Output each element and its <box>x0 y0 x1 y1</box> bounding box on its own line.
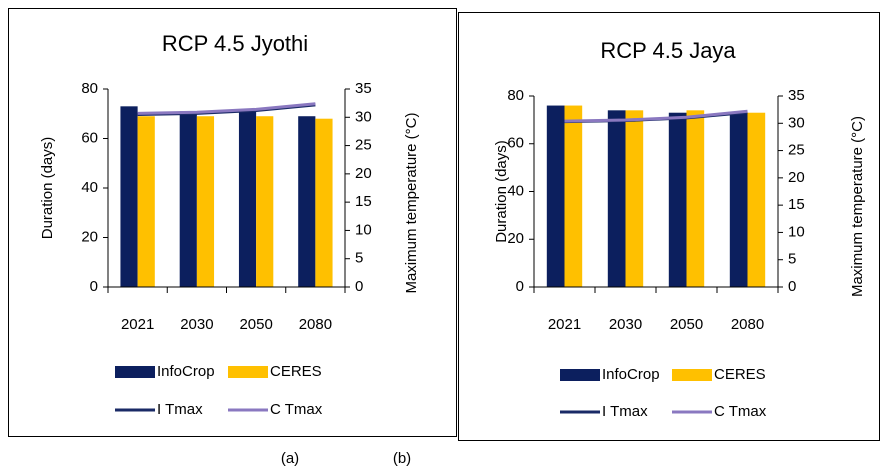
legend-label: CERES <box>714 366 766 383</box>
line-series <box>564 109 748 123</box>
legend-swatch <box>672 369 712 381</box>
y-tick-label: 60 <box>507 135 524 152</box>
y-tick-label: 20 <box>81 228 98 245</box>
x-tick-label: 2080 <box>731 316 764 333</box>
bar <box>196 116 215 287</box>
y-tick-label: 40 <box>507 182 524 199</box>
y2-tick-label: 0 <box>355 278 363 295</box>
y2-tick-label: 5 <box>355 250 363 267</box>
y2-tick-label: 0 <box>788 278 796 295</box>
y2-tick-label: 25 <box>788 142 805 159</box>
x-tick-label: 2050 <box>239 316 272 333</box>
x-tick-label: 2021 <box>121 316 154 333</box>
bar <box>668 112 687 288</box>
y-axis-label: Duration (days) <box>493 140 510 243</box>
legend-swatch <box>228 366 268 378</box>
y2-tick-label: 5 <box>788 251 796 268</box>
panel-frame <box>458 12 880 441</box>
y-tick-label: 0 <box>516 278 524 295</box>
y-tick-label: 20 <box>507 230 524 247</box>
y2-tick-label: 30 <box>788 114 805 131</box>
chart-title: RCP 4.5 Jyothi <box>162 31 308 56</box>
legend-swatch <box>560 369 600 381</box>
chart-title: RCP 4.5 Jaya <box>600 38 736 63</box>
legend-label: I Tmax <box>157 401 203 418</box>
y2-tick-label: 15 <box>788 196 805 213</box>
legend-label: InfoCrop <box>602 366 660 383</box>
y2-tick-label: 10 <box>355 221 372 238</box>
bar <box>315 118 333 287</box>
bar <box>686 110 705 287</box>
x-tick-label: 2030 <box>609 316 642 333</box>
y-tick-label: 80 <box>81 80 98 97</box>
y2-axis-label: Maximum temperature (°C) <box>849 116 866 297</box>
legend-label: InfoCrop <box>157 363 215 380</box>
bar <box>256 116 274 287</box>
y2-tick-label: 35 <box>788 87 805 104</box>
y-tick-label: 40 <box>81 179 98 196</box>
y2-tick-label: 10 <box>788 223 805 240</box>
x-tick-label: 2030 <box>180 316 213 333</box>
y2-tick-label: 20 <box>355 165 372 182</box>
bar <box>729 112 748 288</box>
y2-axis-label: Maximum temperature (°C) <box>403 112 420 293</box>
bar <box>238 111 257 288</box>
bar <box>607 110 626 287</box>
bar <box>179 111 197 288</box>
line-series <box>137 102 316 115</box>
y2-tick-label: 20 <box>788 169 805 186</box>
y-axis-label: Duration (days) <box>39 137 56 240</box>
bar <box>625 110 644 287</box>
legend-label: C Tmax <box>270 401 323 418</box>
y2-tick-label: 25 <box>355 137 372 154</box>
bar <box>137 116 155 287</box>
y-tick-label: 0 <box>90 278 98 295</box>
caption: (a) <box>281 450 299 467</box>
legend-label: C Tmax <box>714 403 767 420</box>
legend-swatch <box>115 366 155 378</box>
bar <box>546 105 565 287</box>
y2-tick-label: 35 <box>355 80 372 97</box>
legend-label: CERES <box>270 363 322 380</box>
x-tick-label: 2050 <box>670 316 703 333</box>
x-tick-label: 2021 <box>548 316 581 333</box>
y-tick-label: 60 <box>81 129 98 146</box>
caption: (b) <box>393 450 411 467</box>
y-tick-label: 80 <box>507 87 524 104</box>
bar <box>298 116 316 287</box>
bar <box>564 105 583 287</box>
y2-tick-label: 15 <box>355 193 372 210</box>
panel-frame <box>8 8 457 437</box>
y2-tick-label: 30 <box>355 108 372 125</box>
bar <box>120 106 138 287</box>
bar <box>747 112 766 288</box>
x-tick-label: 2080 <box>299 316 332 333</box>
legend-label: I Tmax <box>602 403 648 420</box>
